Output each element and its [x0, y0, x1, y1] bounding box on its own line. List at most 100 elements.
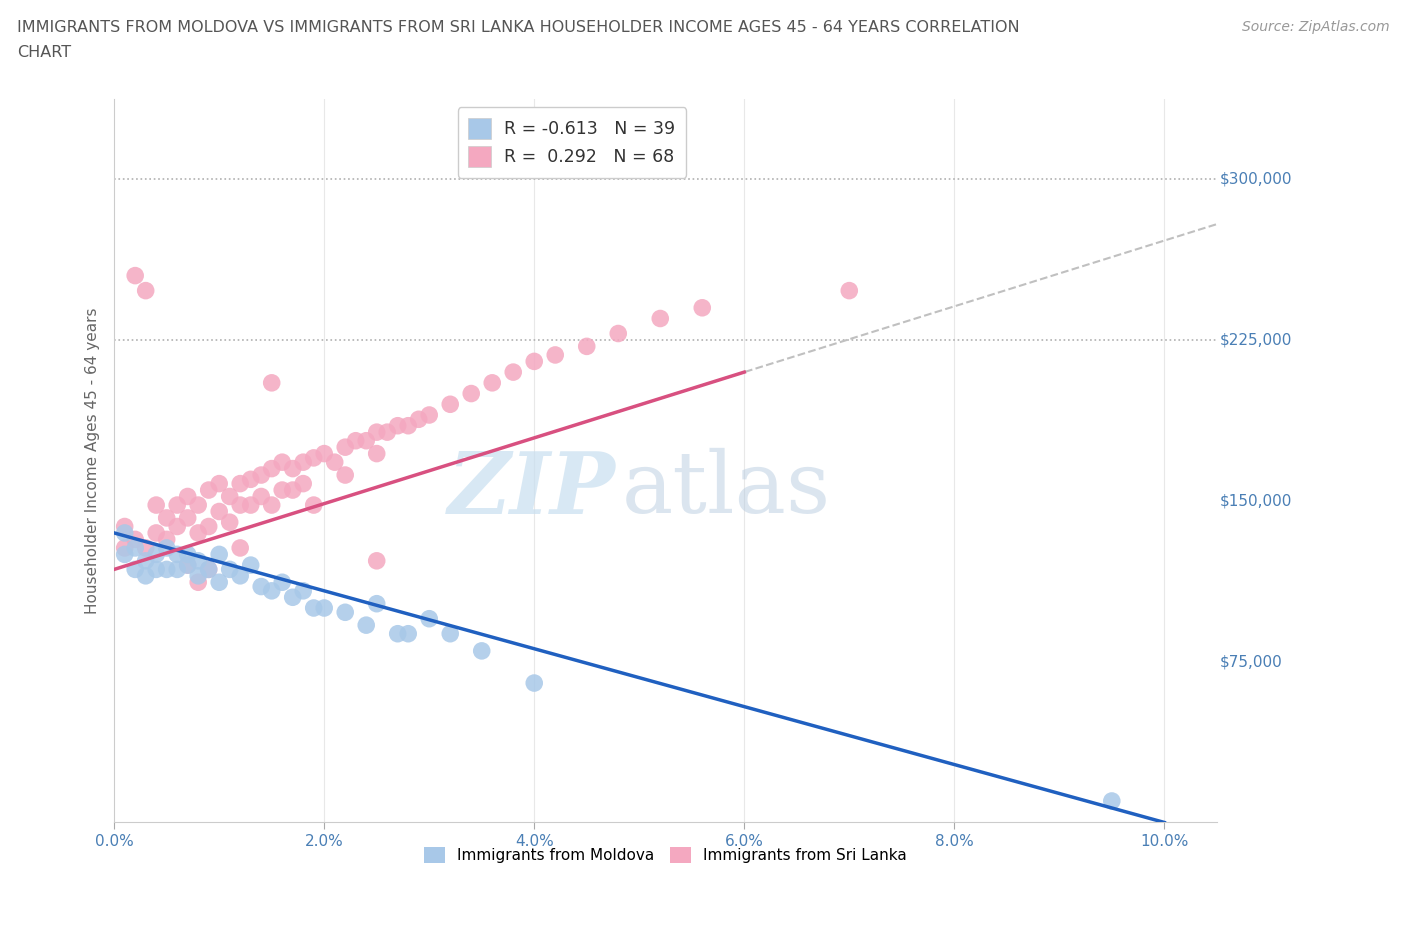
- Legend: Immigrants from Moldova, Immigrants from Sri Lanka: Immigrants from Moldova, Immigrants from…: [418, 841, 914, 869]
- Text: IMMIGRANTS FROM MOLDOVA VS IMMIGRANTS FROM SRI LANKA HOUSEHOLDER INCOME AGES 45 : IMMIGRANTS FROM MOLDOVA VS IMMIGRANTS FR…: [17, 20, 1019, 35]
- Point: [418, 611, 440, 626]
- Point: [135, 540, 157, 555]
- Point: [366, 596, 388, 611]
- Point: [229, 498, 252, 512]
- Point: [197, 562, 219, 577]
- Point: [187, 498, 209, 512]
- Point: [156, 540, 179, 555]
- Point: [166, 547, 188, 562]
- Text: $225,000: $225,000: [1220, 332, 1292, 348]
- Point: [502, 365, 524, 379]
- Point: [460, 386, 482, 401]
- Point: [145, 525, 167, 540]
- Text: $300,000: $300,000: [1220, 172, 1292, 187]
- Point: [145, 562, 167, 577]
- Point: [439, 397, 461, 412]
- Point: [135, 553, 157, 568]
- Point: [260, 498, 283, 512]
- Point: [260, 376, 283, 391]
- Point: [838, 283, 860, 298]
- Point: [260, 461, 283, 476]
- Point: [229, 476, 252, 491]
- Point: [218, 562, 240, 577]
- Point: [114, 547, 136, 562]
- Point: [208, 547, 231, 562]
- Point: [344, 433, 367, 448]
- Point: [114, 519, 136, 534]
- Point: [229, 568, 252, 583]
- Point: [197, 562, 219, 577]
- Point: [124, 268, 146, 283]
- Point: [271, 455, 294, 470]
- Point: [176, 547, 198, 562]
- Point: [187, 553, 209, 568]
- Point: [250, 468, 273, 483]
- Point: [176, 558, 198, 573]
- Point: [335, 604, 357, 619]
- Point: [302, 498, 325, 512]
- Point: [1101, 793, 1123, 808]
- Point: [260, 583, 283, 598]
- Point: [408, 412, 430, 427]
- Point: [439, 626, 461, 641]
- Point: [396, 418, 419, 433]
- Point: [239, 472, 262, 486]
- Point: [366, 446, 388, 461]
- Point: [396, 626, 419, 641]
- Point: [124, 540, 146, 555]
- Point: [187, 575, 209, 590]
- Point: [166, 562, 188, 577]
- Point: [250, 489, 273, 504]
- Point: [302, 601, 325, 616]
- Point: [218, 489, 240, 504]
- Point: [650, 311, 672, 325]
- Point: [156, 511, 179, 525]
- Text: $75,000: $75,000: [1220, 654, 1282, 669]
- Point: [292, 583, 315, 598]
- Point: [114, 540, 136, 555]
- Point: [176, 511, 198, 525]
- Point: [197, 483, 219, 498]
- Point: [187, 568, 209, 583]
- Y-axis label: Householder Income Ages 45 - 64 years: Householder Income Ages 45 - 64 years: [86, 307, 100, 614]
- Point: [166, 519, 188, 534]
- Point: [366, 425, 388, 440]
- Point: [281, 590, 304, 604]
- Point: [523, 675, 546, 690]
- Point: [135, 283, 157, 298]
- Point: [197, 519, 219, 534]
- Point: [250, 579, 273, 594]
- Point: [156, 562, 179, 577]
- Point: [354, 433, 377, 448]
- Point: [239, 558, 262, 573]
- Point: [690, 300, 713, 315]
- Point: [281, 483, 304, 498]
- Point: [314, 446, 336, 461]
- Point: [418, 407, 440, 422]
- Point: [323, 455, 346, 470]
- Point: [271, 575, 294, 590]
- Point: [387, 626, 409, 641]
- Point: [544, 348, 567, 363]
- Point: [208, 504, 231, 519]
- Point: [281, 461, 304, 476]
- Point: [218, 515, 240, 530]
- Text: CHART: CHART: [17, 45, 70, 60]
- Point: [314, 601, 336, 616]
- Text: ZIP: ZIP: [449, 447, 616, 531]
- Point: [176, 558, 198, 573]
- Point: [292, 476, 315, 491]
- Point: [229, 540, 252, 555]
- Point: [176, 489, 198, 504]
- Point: [523, 354, 546, 369]
- Point: [208, 476, 231, 491]
- Point: [302, 450, 325, 465]
- Point: [292, 455, 315, 470]
- Point: [124, 532, 146, 547]
- Text: $150,000: $150,000: [1220, 493, 1292, 509]
- Point: [208, 575, 231, 590]
- Point: [387, 418, 409, 433]
- Text: Source: ZipAtlas.com: Source: ZipAtlas.com: [1241, 20, 1389, 34]
- Point: [239, 498, 262, 512]
- Point: [135, 568, 157, 583]
